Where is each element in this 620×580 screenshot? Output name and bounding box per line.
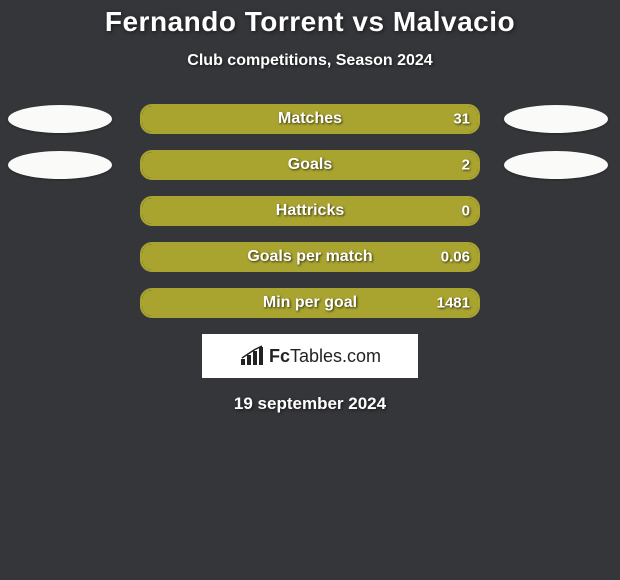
left-oval (8, 105, 112, 133)
right-oval (504, 151, 608, 179)
stats-list: Matches 31 Goals 2 Hattricks 0 Goals per match… (0, 104, 620, 318)
stat-value: 0.06 (441, 249, 470, 266)
stat-label: Goals per match (247, 248, 372, 266)
stat-value: 0 (462, 203, 470, 220)
date-text: 19 september 2024 (0, 394, 620, 414)
stat-label: Min per goal (263, 294, 357, 312)
logo-text: FcTables.com (269, 346, 381, 367)
stat-label: Hattricks (276, 202, 344, 220)
stat-value: 2 (462, 157, 470, 174)
stat-row: Goals per match 0.06 (0, 242, 620, 272)
bar-track: Goals 2 (140, 150, 480, 180)
stat-label: Matches (278, 110, 342, 128)
container: Fernando Torrent vs Malvacio Club compet… (0, 0, 620, 414)
stat-row: Goals 2 (0, 150, 620, 180)
chart-icon (239, 345, 265, 367)
bar-track: Goals per match 0.06 (140, 242, 480, 272)
page-title: Fernando Torrent vs Malvacio (0, 6, 620, 38)
stat-row: Matches 31 (0, 104, 620, 134)
logo: FcTables.com (202, 334, 418, 378)
stat-value: 31 (453, 111, 470, 128)
stat-label: Goals (288, 156, 332, 174)
left-oval (8, 151, 112, 179)
stat-row: Hattricks 0 (0, 196, 620, 226)
stat-row: Min per goal 1481 (0, 288, 620, 318)
bar-track: Min per goal 1481 (140, 288, 480, 318)
stat-value: 1481 (437, 295, 470, 312)
bar-track: Hattricks 0 (140, 196, 480, 226)
right-oval (504, 105, 608, 133)
bar-track: Matches 31 (140, 104, 480, 134)
subtitle: Club competitions, Season 2024 (0, 52, 620, 70)
